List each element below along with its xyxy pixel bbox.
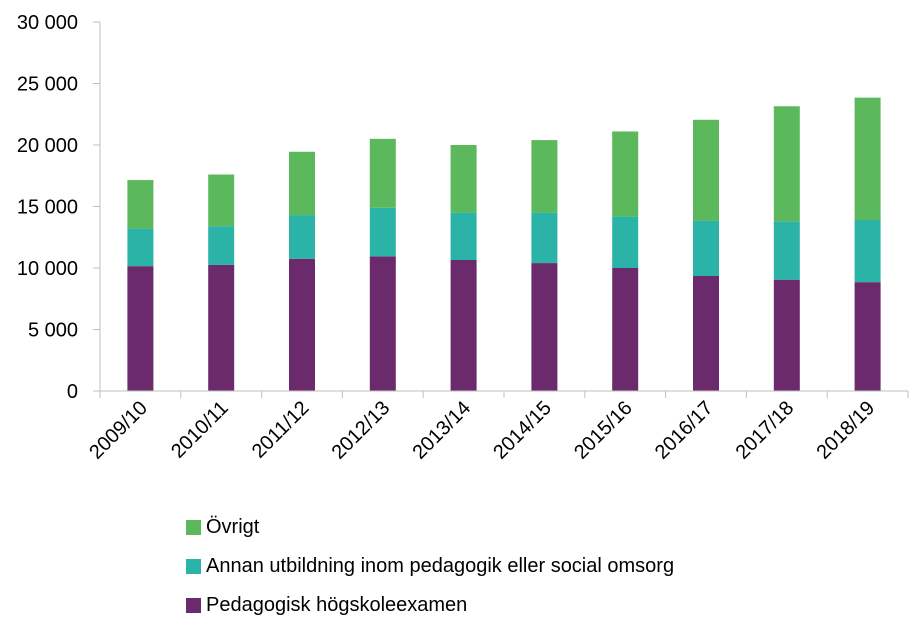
bar-segment	[773, 106, 800, 222]
legend-label: Övrigt	[206, 516, 260, 538]
bar-segment	[612, 268, 639, 391]
x-tick-label: 2013/14	[408, 397, 475, 464]
stacked-bar-chart: 0 5 000 10 000 15 000 20 000 25 000 30 000 200…	[17, 12, 909, 464]
bar-segment	[289, 258, 315, 391]
bar-segment	[693, 119, 719, 221]
bar-segment	[693, 220, 719, 276]
x-tick-label: 2010/11	[167, 397, 233, 463]
bar-segment	[450, 212, 477, 261]
bar-segment	[127, 266, 154, 391]
y-tick-label: 30 000	[17, 12, 78, 34]
bar-segment	[127, 228, 154, 267]
legend-swatch	[186, 559, 201, 574]
x-tick-label: 2017/18	[732, 397, 799, 464]
legend-item: Övrigt	[186, 508, 886, 547]
x-axis-ticks: 2009/10 2010/11 2011/12 2012/13 2013/14 2014/…	[85, 391, 909, 464]
legend-label: Pedagogisk högskoleexamen	[206, 594, 468, 616]
bar-segment	[289, 151, 315, 216]
bar-segment	[369, 256, 396, 391]
bar-segment	[531, 263, 558, 391]
bar-segment	[208, 174, 235, 227]
bar-segment	[773, 221, 800, 280]
bar-segment	[854, 282, 881, 391]
bar-segment	[369, 207, 396, 257]
y-tick-label: 10 000	[17, 258, 78, 280]
x-tick-label: 2015/16	[570, 397, 637, 464]
x-tick-label: 2016/17	[651, 397, 718, 464]
legend-item: Annan utbildning inom pedagogik eller so…	[186, 547, 886, 586]
y-axis-ticks: 0 5 000 10 000 15 000 20 000 25 000 30 000	[17, 12, 100, 403]
bar-segment	[127, 180, 154, 229]
bar-segment	[531, 140, 558, 213]
bar-segment	[854, 97, 881, 221]
bar-segment	[208, 226, 235, 265]
bar-segment	[612, 131, 639, 217]
bar-segment	[773, 279, 800, 391]
x-tick-label: 2011/12	[248, 397, 314, 463]
bar-segment	[531, 212, 558, 264]
x-tick-label: 2012/13	[328, 397, 395, 464]
legend-swatch	[186, 520, 201, 535]
x-tick-label: 2009/10	[85, 397, 152, 464]
y-tick-label: 5 000	[28, 320, 78, 342]
bar-series-group	[127, 97, 881, 391]
bar-segment	[450, 260, 477, 391]
y-tick-label: 15 000	[17, 197, 78, 219]
bar-segment	[612, 216, 639, 268]
bar-segment	[208, 264, 235, 391]
bar-segment	[693, 275, 719, 391]
x-tick-label: 2018/19	[812, 397, 879, 464]
y-tick-label: 0	[67, 381, 78, 403]
legend-item: Pedagogisk högskoleexamen	[186, 586, 886, 625]
chart-legend: Övrigt Annan utbildning inom pedagogik el…	[186, 508, 886, 625]
legend-swatch	[186, 598, 201, 613]
bar-segment	[369, 138, 396, 208]
y-tick-label: 25 000	[17, 74, 78, 96]
bar-segment	[450, 145, 477, 213]
bar-segment	[289, 215, 315, 259]
bar-segment	[854, 220, 881, 283]
x-tick-label: 2014/15	[489, 397, 556, 464]
y-tick-label: 20 000	[17, 135, 78, 157]
legend-label: Annan utbildning inom pedagogik eller so…	[206, 555, 675, 577]
